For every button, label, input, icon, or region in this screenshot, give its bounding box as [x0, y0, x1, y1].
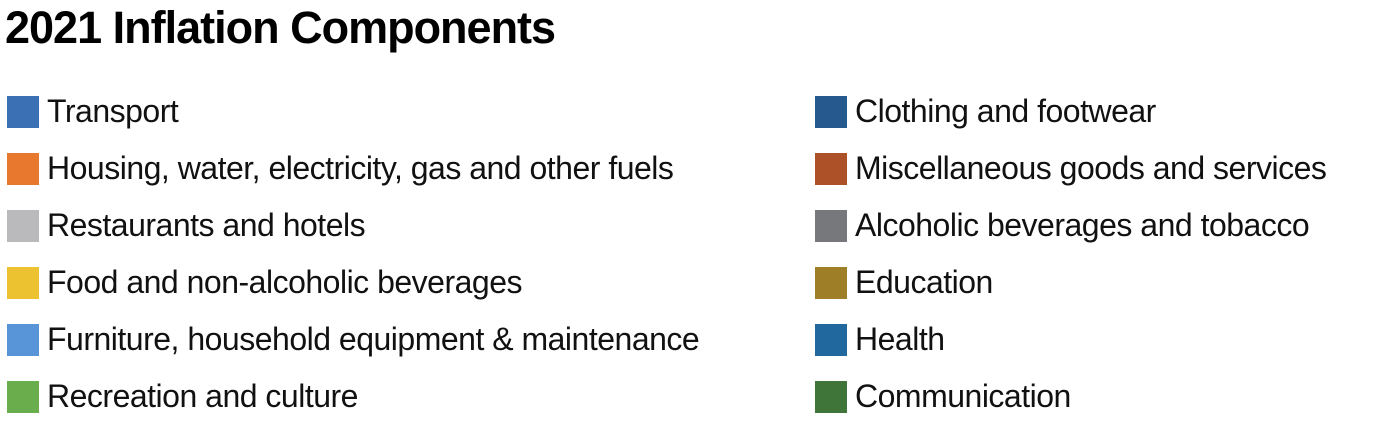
legend-swatch — [815, 209, 847, 242]
legend-label: Restaurants and hotels — [47, 207, 366, 243]
legend-swatch — [7, 380, 39, 413]
legend-label: Communication — [855, 378, 1071, 414]
legend-item-housing: Housing, water, electricity, gas and oth… — [7, 140, 815, 197]
legend-label: Housing, water, electricity, gas and oth… — [47, 150, 674, 186]
legend-item-alcoholic: Alcoholic beverages and tobacco — [815, 197, 1397, 254]
legend-swatch — [7, 209, 39, 242]
legend-swatch — [7, 152, 39, 185]
legend-item-clothing: Clothing and footwear — [815, 83, 1397, 140]
legend-label: Food and non-alcoholic beverages — [47, 264, 523, 300]
legend-item-transport: Transport — [7, 83, 815, 140]
legend-label: Transport — [47, 93, 179, 129]
legend-swatch — [815, 152, 847, 185]
legend: Transport Housing, water, electricity, g… — [7, 83, 1397, 425]
chart-title: 2021 Inflation Components — [5, 2, 556, 53]
legend-item-food: Food and non-alcoholic beverages — [7, 254, 815, 311]
legend-label: Health — [855, 321, 945, 357]
legend-item-restaurants: Restaurants and hotels — [7, 197, 815, 254]
legend-item-education: Education — [815, 254, 1397, 311]
legend-label: Recreation and culture — [47, 378, 358, 414]
legend-column-right: Clothing and footwear Miscellaneous good… — [815, 83, 1397, 425]
legend-swatch — [7, 323, 39, 356]
legend-label: Furniture, household equipment & mainten… — [47, 321, 700, 357]
legend-item-miscellaneous: Miscellaneous goods and services — [815, 140, 1397, 197]
legend-swatch — [815, 323, 847, 356]
legend-swatch — [7, 95, 39, 128]
legend-item-furniture: Furniture, household equipment & mainten… — [7, 311, 815, 368]
legend-item-communication: Communication — [815, 368, 1397, 425]
legend-item-recreation: Recreation and culture — [7, 368, 815, 425]
legend-swatch — [815, 95, 847, 128]
legend-label: Clothing and footwear — [855, 93, 1156, 129]
legend-swatch — [815, 380, 847, 413]
legend-label: Alcoholic beverages and tobacco — [855, 207, 1310, 243]
legend-label: Education — [855, 264, 993, 300]
legend-swatch — [815, 266, 847, 299]
legend-item-health: Health — [815, 311, 1397, 368]
legend-label: Miscellaneous goods and services — [855, 150, 1327, 186]
legend-swatch — [7, 266, 39, 299]
legend-column-left: Transport Housing, water, electricity, g… — [7, 83, 815, 425]
